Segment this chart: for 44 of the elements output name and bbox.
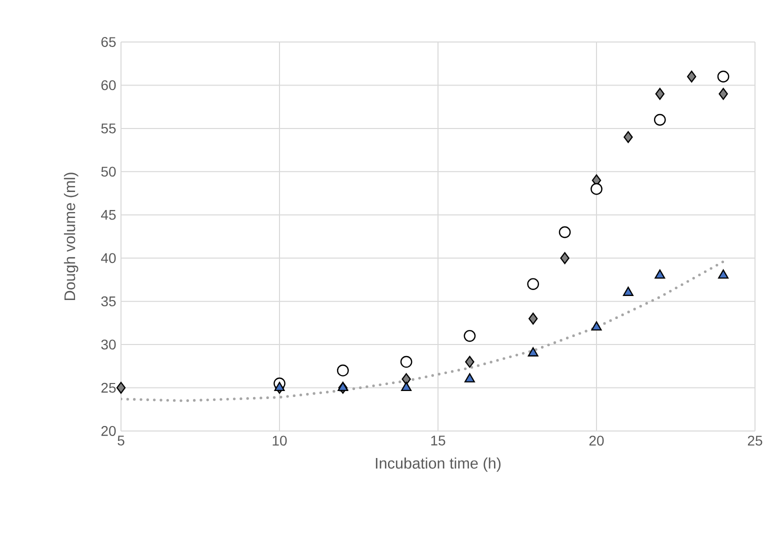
- point: [560, 252, 570, 264]
- point: [718, 269, 729, 279]
- point: [464, 330, 476, 342]
- y-tick-label: 60: [101, 80, 116, 90]
- point: [624, 131, 633, 144]
- point: [654, 114, 666, 126]
- point: [590, 183, 602, 195]
- point: [654, 269, 666, 279]
- x-tick-label: 10: [272, 436, 287, 446]
- point: [274, 382, 285, 392]
- point: [116, 382, 126, 394]
- x-tick-label: 15: [431, 436, 446, 446]
- point: [465, 356, 474, 368]
- point: [528, 312, 538, 325]
- y-tick-label: 40: [101, 253, 116, 264]
- point: [401, 382, 412, 392]
- y-tick-label: 25: [101, 382, 116, 393]
- point: [338, 382, 348, 392]
- point: [464, 373, 475, 382]
- y-tick-label: 45: [101, 210, 116, 220]
- y-axis-title: Dough volume (ml): [64, 172, 78, 300]
- point: [402, 373, 411, 386]
- y-tick-label: 55: [101, 124, 116, 134]
- y-tick-label: 30: [101, 340, 116, 350]
- point: [527, 278, 540, 290]
- point: [558, 226, 571, 238]
- y-tick-label: 35: [101, 296, 116, 306]
- y-tick-label: 20: [101, 426, 116, 436]
- point: [655, 88, 664, 100]
- y-tick-label: 50: [101, 166, 116, 177]
- x-axis-title: Incubation time (h): [376, 457, 501, 472]
- point: [528, 347, 538, 356]
- point: [622, 286, 634, 296]
- point: [336, 364, 349, 376]
- point: [717, 70, 730, 83]
- point: [400, 356, 412, 368]
- y-tick-label: 65: [101, 37, 116, 47]
- x-tick-label: 20: [589, 436, 604, 446]
- point: [718, 88, 728, 100]
- x-tick-label: 5: [118, 436, 124, 446]
- x-tick-label: 25: [748, 436, 762, 446]
- point: [591, 321, 602, 331]
- line-series: [121, 260, 725, 402]
- point: [687, 70, 696, 83]
